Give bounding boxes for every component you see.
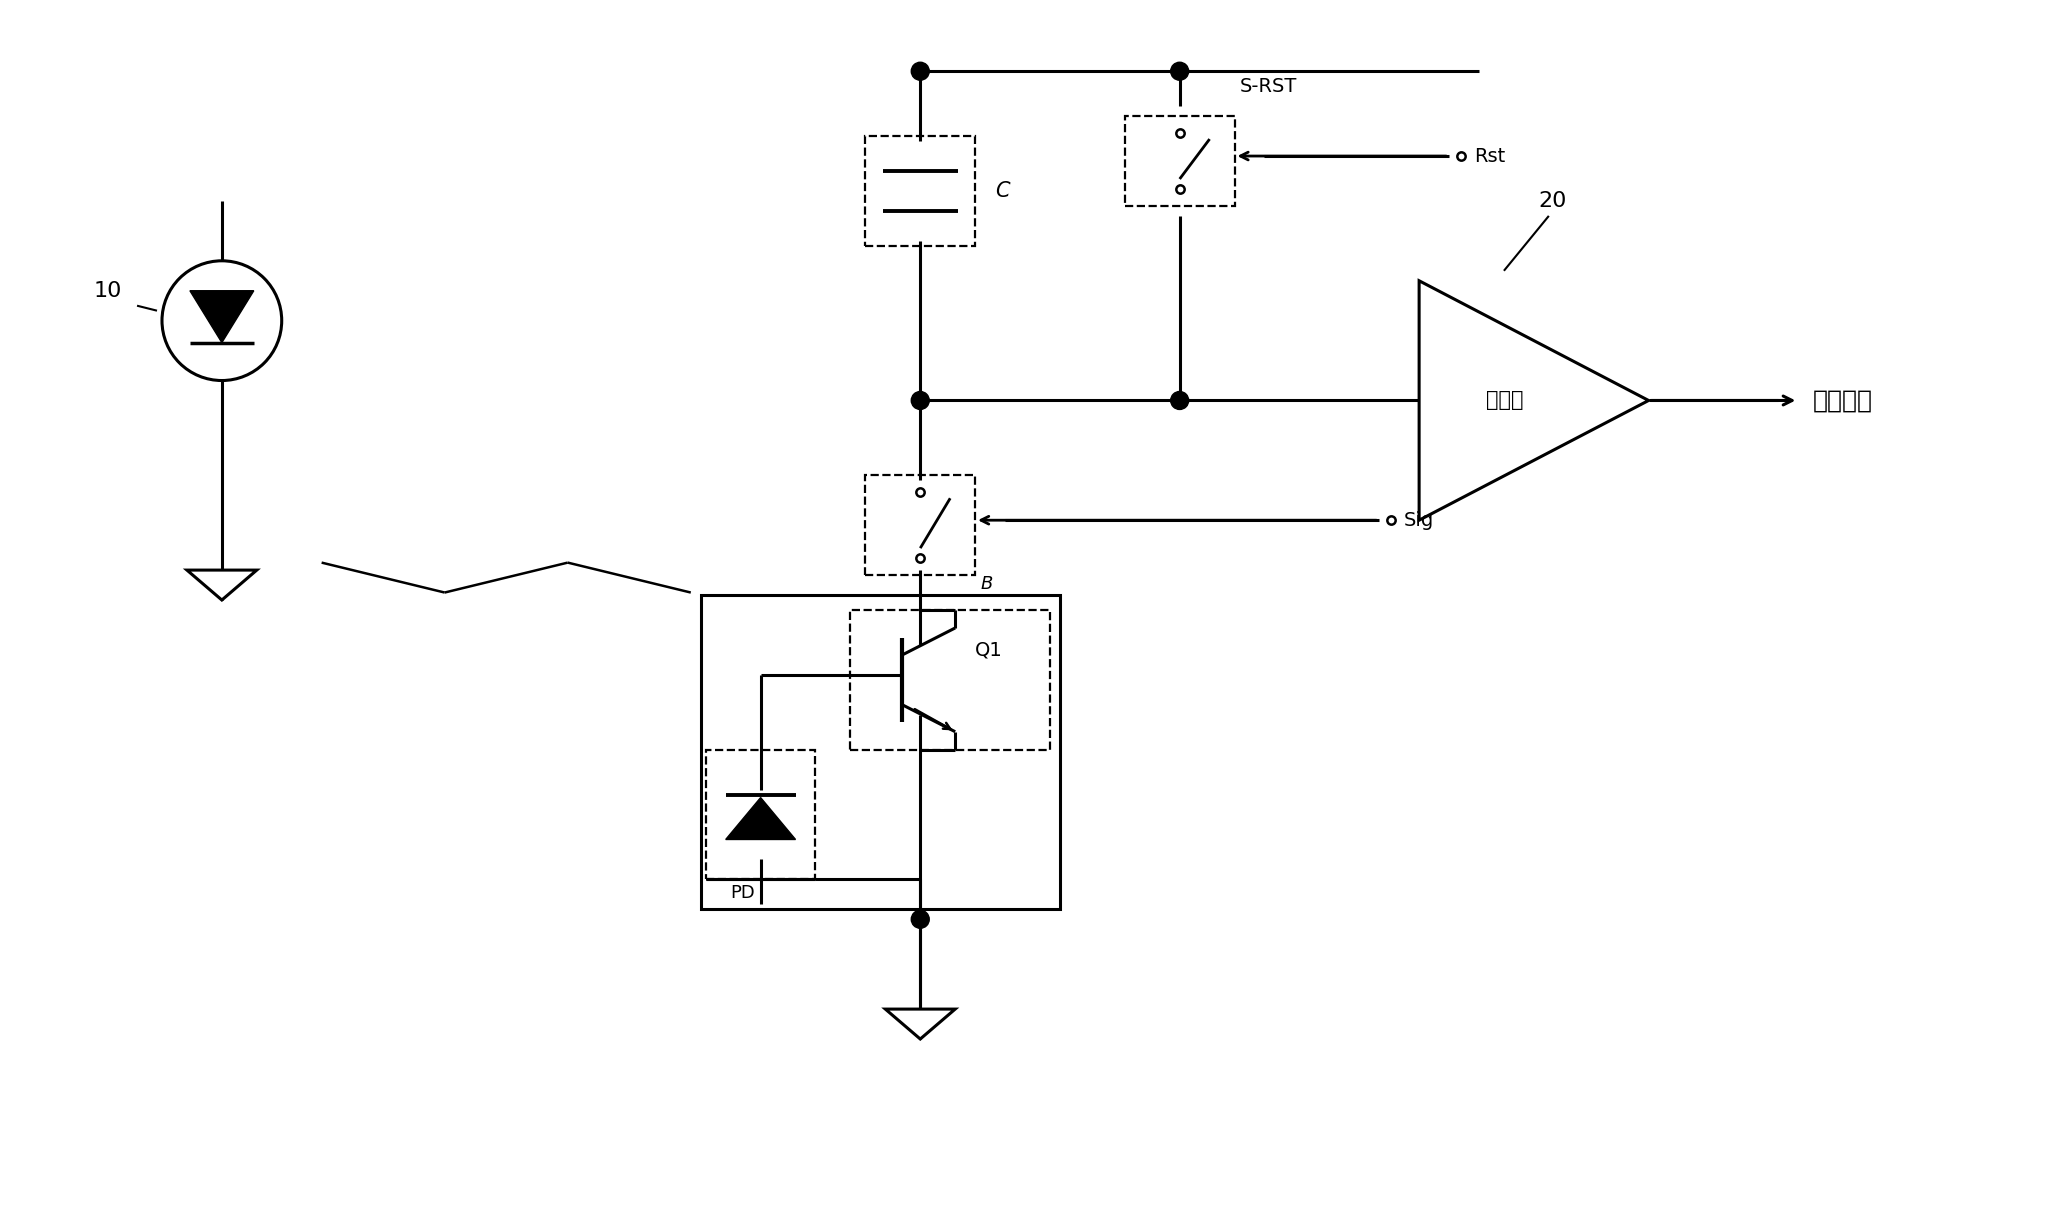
Polygon shape xyxy=(726,798,797,839)
Text: Q1: Q1 xyxy=(974,640,1003,659)
Circle shape xyxy=(910,62,929,81)
Bar xyxy=(865,476,974,575)
Circle shape xyxy=(910,392,929,410)
Bar xyxy=(865,137,974,246)
Bar xyxy=(850,610,1049,749)
Text: 10: 10 xyxy=(93,281,122,300)
Text: 缓冲器: 缓冲器 xyxy=(1486,390,1525,410)
Bar xyxy=(706,749,815,880)
Text: B: B xyxy=(981,575,993,593)
Polygon shape xyxy=(190,290,254,343)
Circle shape xyxy=(1171,62,1190,81)
Text: Rst: Rst xyxy=(1473,146,1506,166)
Text: C: C xyxy=(995,181,1010,201)
Circle shape xyxy=(910,910,929,928)
Bar xyxy=(701,595,1059,909)
Text: PD: PD xyxy=(730,884,755,903)
Polygon shape xyxy=(886,1009,956,1039)
Text: S-RST: S-RST xyxy=(1239,77,1297,96)
Text: 光学信号: 光学信号 xyxy=(1812,388,1872,412)
Text: Sig: Sig xyxy=(1405,511,1434,529)
Bar xyxy=(1126,116,1235,206)
Circle shape xyxy=(1171,392,1190,410)
Polygon shape xyxy=(186,570,257,600)
Text: 20: 20 xyxy=(1539,190,1566,211)
